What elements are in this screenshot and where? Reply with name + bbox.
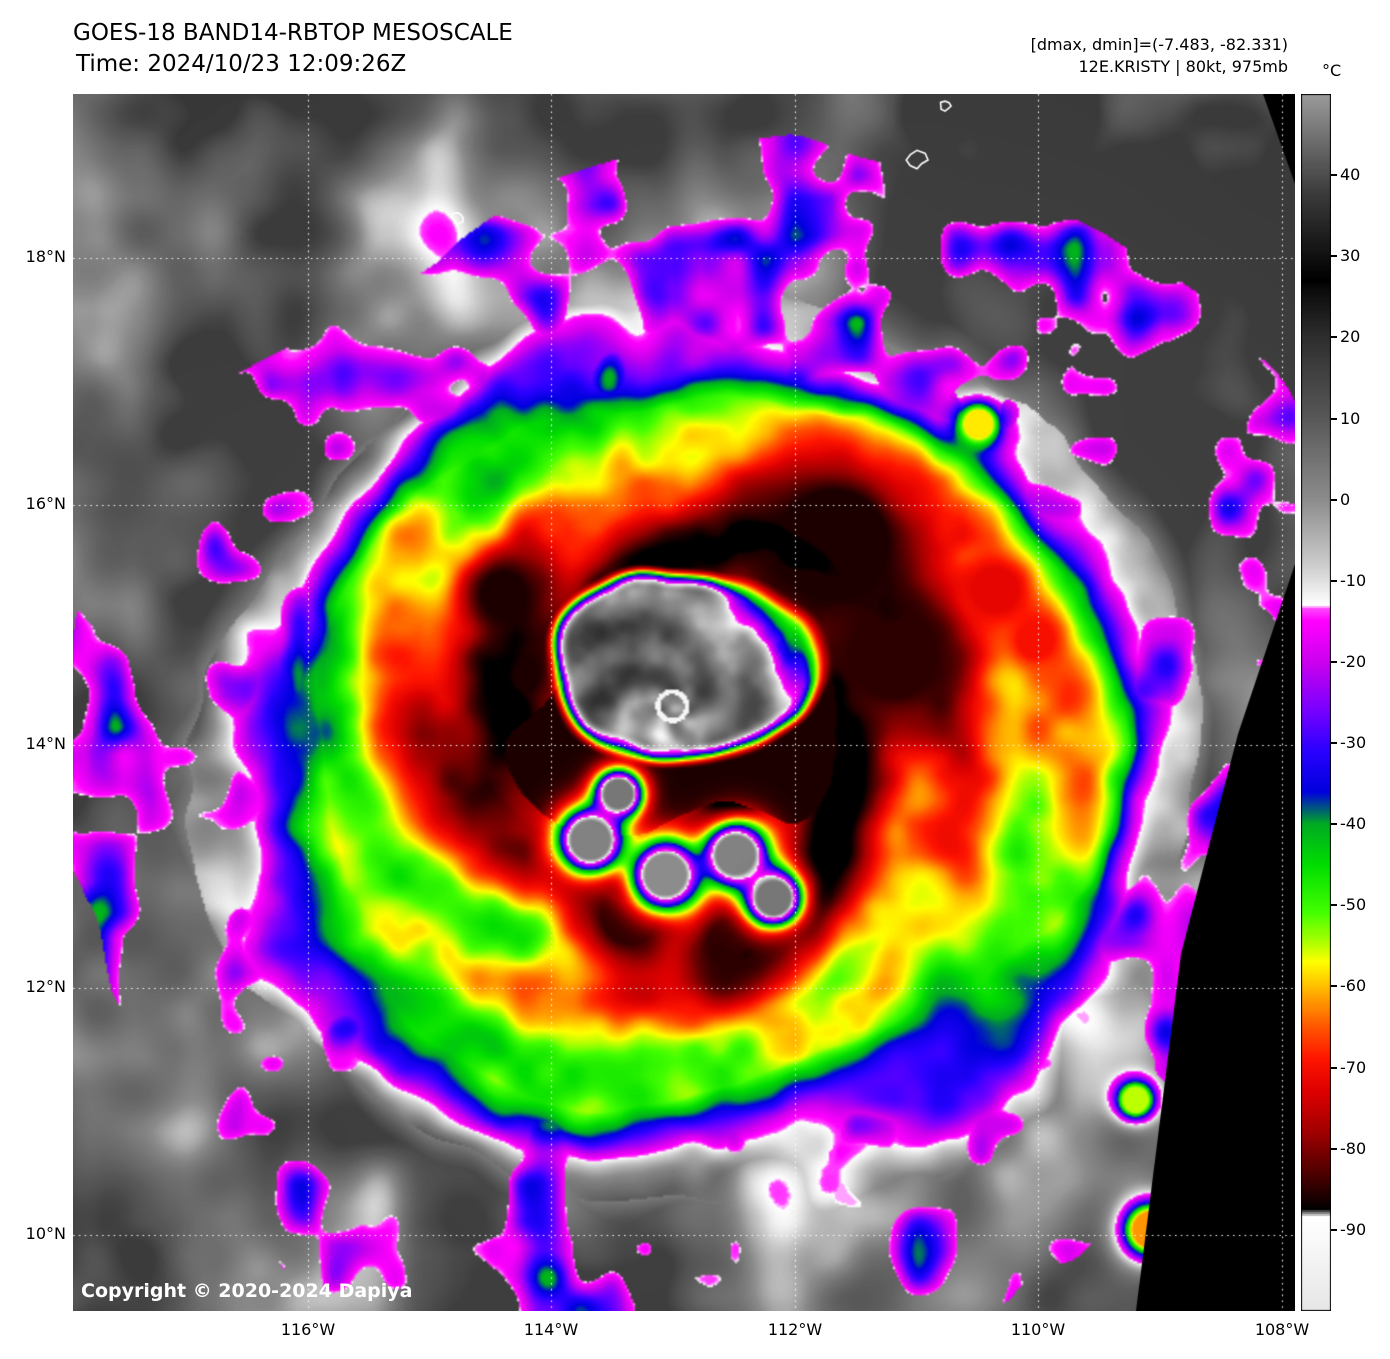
- lat-label: 10°N: [25, 1224, 66, 1243]
- colorbar-tick-label: 0: [1340, 489, 1351, 509]
- lat-label: 18°N: [25, 247, 66, 266]
- colorbar: [1301, 94, 1331, 1311]
- colorbar-tick-mark: [1331, 1228, 1337, 1231]
- colorbar-tick-mark: [1331, 579, 1337, 582]
- colorbar-tick-label: -90: [1340, 1219, 1367, 1239]
- colorbar-tick-mark: [1331, 336, 1337, 339]
- lat-label: 14°N: [25, 734, 66, 753]
- copyright-label: Copyright © 2020-2024 Dapiya: [81, 1280, 413, 1302]
- colorbar-tick-label: 30: [1340, 246, 1361, 266]
- lon-label: 110°W: [1010, 1320, 1066, 1339]
- colorbar-tick-label: -80: [1340, 1138, 1367, 1158]
- colorbar-tick-mark: [1331, 174, 1337, 177]
- colorbar-tick-label: -60: [1340, 976, 1367, 996]
- colorbar-tick-label: -20: [1340, 651, 1367, 671]
- colorbar-tick-mark: [1331, 498, 1337, 501]
- colorbar-tick-mark: [1331, 904, 1337, 907]
- colorbar-tick-mark: [1331, 985, 1337, 988]
- colorbar-tick-label: -10: [1340, 570, 1367, 590]
- colorbar-tick-label: 10: [1340, 408, 1361, 428]
- lat-label: 12°N: [25, 977, 66, 996]
- colorbar-tick-mark: [1331, 1066, 1337, 1069]
- lon-label: 116°W: [280, 1320, 336, 1339]
- colorbar-tick-label: 40: [1340, 165, 1361, 185]
- colorbar-tick-mark: [1331, 255, 1337, 258]
- figure-time: Time: 2024/10/23 12:09:26Z: [76, 51, 407, 77]
- colorbar-tick-label: -70: [1340, 1057, 1367, 1077]
- colorbar-tick-label: -40: [1340, 814, 1367, 834]
- satellite-image: [73, 94, 1295, 1311]
- colorbar-tick-label: -30: [1340, 733, 1367, 753]
- colorbar-tick-mark: [1331, 660, 1337, 663]
- lat-label: 16°N: [25, 494, 66, 513]
- colorbar-unit-label: °C: [1322, 61, 1342, 80]
- lon-label: 108°W: [1254, 1320, 1310, 1339]
- figure-title: GOES-18 BAND14-RBTOP MESOSCALE: [73, 20, 513, 46]
- colorbar-tick-mark: [1331, 823, 1337, 826]
- colorbar-tick-mark: [1331, 742, 1337, 745]
- colorbar-tick-mark: [1331, 1147, 1337, 1150]
- colorbar-tick-label: -50: [1340, 895, 1367, 915]
- lon-label: 112°W: [767, 1320, 823, 1339]
- storm-info-label: 12E.KRISTY | 80kt, 975mb: [1078, 57, 1289, 76]
- lon-label: 114°W: [523, 1320, 579, 1339]
- colorbar-tick-label: 20: [1340, 327, 1361, 347]
- colorbar-tick-mark: [1331, 417, 1337, 420]
- dmax-dmin-label: [dmax, dmin]=(-7.483, -82.331): [1030, 35, 1288, 54]
